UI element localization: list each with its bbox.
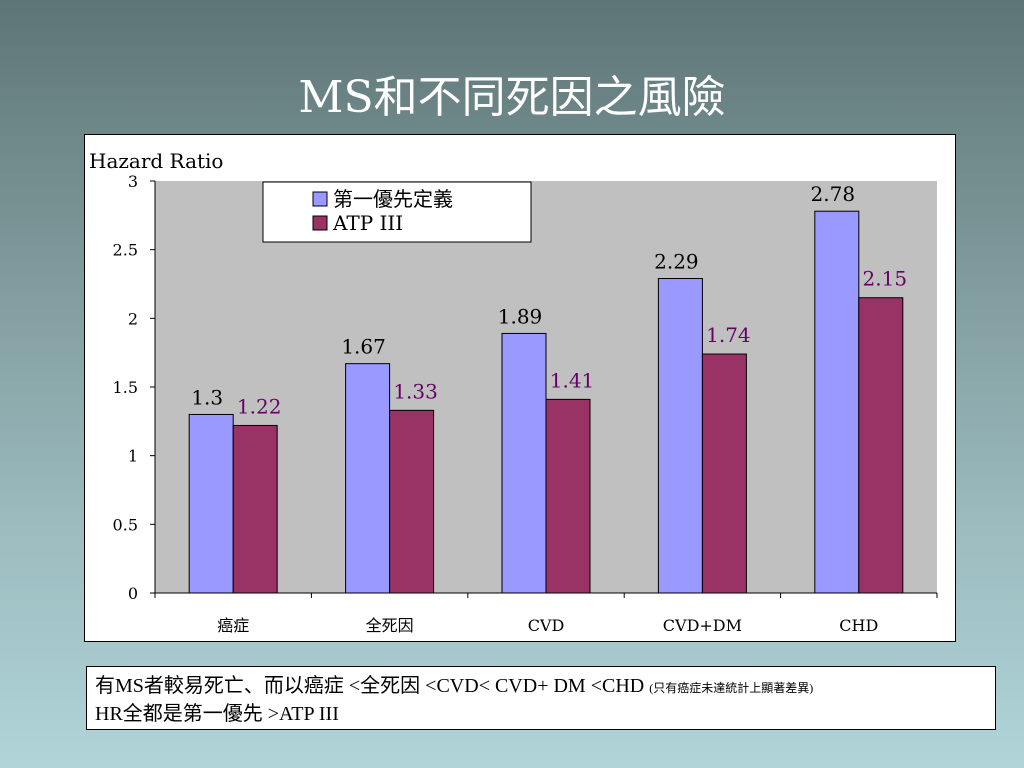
summary-line-1: 有MS者較易死亡、而以癌症 <全死因 <CVD< CVD+ DM <CHD (只… (95, 673, 987, 701)
data-label: 2.78 (811, 182, 856, 206)
y-tick-label: 1.5 (113, 378, 138, 397)
y-tick-label: 2.5 (113, 241, 138, 260)
legend-label: 第一優先定義 (333, 187, 453, 211)
bar-atp-iii (389, 409, 435, 594)
data-label: 1.41 (550, 368, 595, 392)
data-label: 1.89 (498, 304, 543, 328)
category-label: CHD (839, 616, 878, 635)
data-label: 2.29 (654, 250, 699, 274)
bar-atp-iii (701, 353, 747, 594)
chart-container: Hazard Ratio 0 0.5 1 1.5 2 2.5 3 癌症 1.3 1.22 全死因 1.… (84, 134, 956, 642)
legend-box (262, 181, 532, 243)
data-label: 1.33 (393, 379, 438, 403)
y-tick-label: 1 (128, 447, 138, 466)
slide-title: MS和不同死因之風險 (298, 72, 726, 123)
y-tick-label: 2 (128, 309, 138, 328)
bar-first-priority (501, 332, 547, 594)
category-label: 癌症 (217, 616, 249, 635)
bar-atp-iii (232, 424, 278, 594)
summary-line-1-footnote: (只有癌症未達統計上顯著差異) (649, 681, 814, 695)
category-label: CVD (528, 616, 565, 635)
legend-swatch (312, 191, 328, 207)
data-label: 1.22 (237, 394, 282, 418)
bar-first-priority (657, 278, 703, 594)
summary-note: 有MS者較易死亡、而以癌症 <全死因 <CVD< CVD+ DM <CHD (只… (86, 666, 996, 730)
category-label: 全死因 (366, 616, 414, 635)
summary-line-1-main: 有MS者較易死亡、而以癌症 <全死因 <CVD< CVD+ DM <CHD (95, 675, 650, 697)
data-label: 1.74 (706, 323, 751, 347)
bar-first-priority (345, 363, 391, 594)
bar-chart: Hazard Ratio 0 0.5 1 1.5 2 2.5 3 癌症 1.3 1.22 全死因 1.… (89, 149, 938, 635)
bar-atp-iii (545, 398, 591, 594)
bar-first-priority (188, 413, 234, 594)
legend-label: ATP III (332, 211, 403, 235)
y-tick-label: 3 (128, 172, 138, 191)
summary-line-2: HR全都是第一優先 >ATP III (95, 703, 339, 725)
data-label: 1.3 (191, 385, 223, 409)
data-label: 1.67 (341, 335, 386, 359)
y-axis-label: Hazard Ratio (89, 149, 223, 173)
data-label: 2.15 (863, 267, 908, 291)
category-label: CVD+DM (663, 616, 742, 635)
legend-swatch (312, 215, 328, 231)
bar-atp-iii (858, 297, 904, 594)
bar-first-priority (814, 210, 860, 594)
y-tick-label: 0.5 (113, 515, 138, 534)
y-tick-label: 0 (128, 584, 138, 603)
